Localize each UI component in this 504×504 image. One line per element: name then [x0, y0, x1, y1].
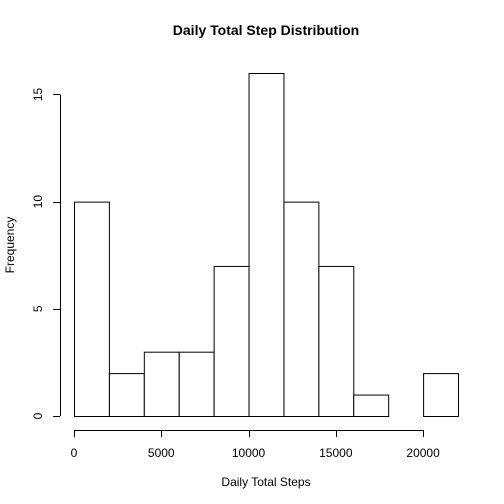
histogram-bar — [354, 395, 389, 416]
histogram-bar — [319, 266, 354, 416]
histogram-bar — [109, 374, 144, 417]
histogram-bar — [424, 374, 459, 417]
histogram-bar — [179, 352, 214, 416]
x-axis-label: Daily Total Steps — [221, 475, 310, 489]
histogram-bar — [75, 202, 110, 416]
histogram-bar — [144, 352, 179, 416]
x-tick-label: 10000 — [232, 446, 266, 460]
x-tick-label: 15000 — [319, 446, 353, 460]
x-tick-label: 0 — [71, 446, 78, 460]
x-axis: 0 5000 10000 15000 20000 — [71, 430, 440, 460]
y-axis: 0 5 10 15 — [31, 87, 61, 419]
histogram-bar — [284, 202, 319, 416]
y-tick-label: 5 — [31, 305, 45, 312]
bars-group — [75, 74, 459, 417]
chart-title: Daily Total Step Distribution — [173, 22, 359, 38]
y-tick-label: 0 — [31, 412, 45, 419]
y-tick-label: 15 — [31, 87, 45, 101]
x-tick-label: 5000 — [148, 446, 175, 460]
histogram-bar — [249, 74, 284, 417]
histogram-bar — [214, 266, 249, 416]
x-tick-label: 20000 — [406, 446, 440, 460]
y-tick-label: 10 — [31, 195, 45, 209]
y-axis-label: Frequency — [3, 217, 17, 274]
